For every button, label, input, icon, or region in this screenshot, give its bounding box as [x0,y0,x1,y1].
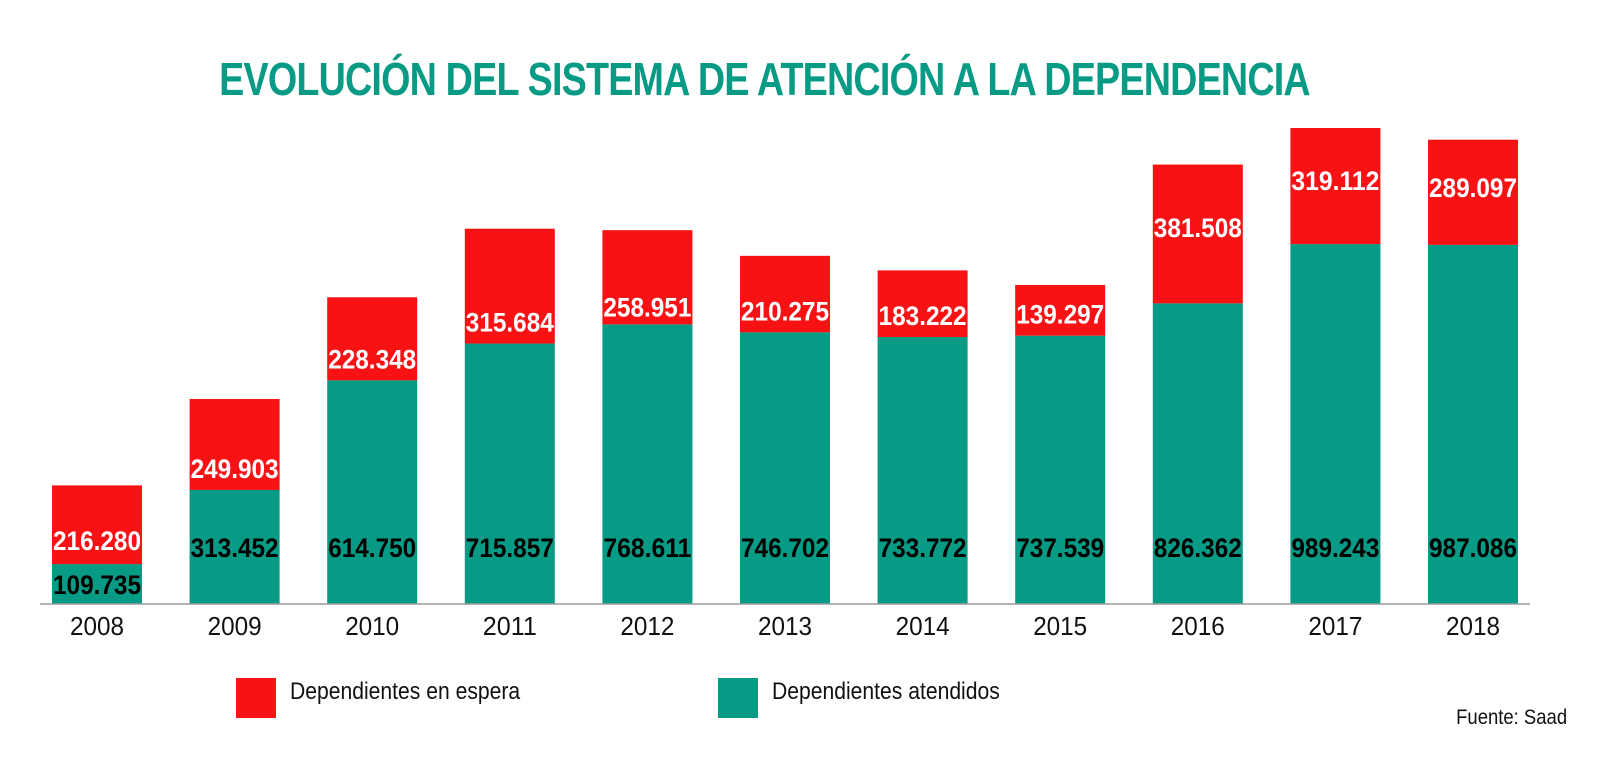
bar-en-espera-2016 [1152,164,1243,304]
label-atendidos-2015: 737.539 [1016,533,1104,563]
legend-label-atendidos: Dependientes atendidos [772,678,1000,705]
bar-atendidos-2011 [464,343,555,604]
bar-en-espera-2010 [327,297,418,381]
x-tick-2014: 2014 [896,611,950,641]
x-tick-2009: 2009 [208,611,262,641]
bar-en-espera-2015 [1015,284,1106,336]
label-atendidos-2016: 826.362 [1154,533,1242,563]
bar-en-espera-2011 [464,228,555,344]
label-en-espera-2013: 210.275 [741,296,829,326]
bar-en-espera-2013 [740,255,830,333]
label-en-espera-2017: 319.112 [1291,166,1379,196]
bar-atendidos-2012 [602,324,693,604]
label-atendidos-2009: 313.452 [191,533,279,563]
x-tick-2018: 2018 [1446,611,1500,641]
x-tick-2013: 2013 [758,611,812,641]
label-en-espera-2010: 228.348 [328,344,416,374]
bar-en-espera-2012 [602,230,693,325]
x-tick-2008: 2008 [70,611,124,641]
label-atendidos-2011: 715.857 [466,533,554,563]
x-tick-2015: 2015 [1033,611,1087,641]
label-en-espera-2014: 183.222 [879,301,967,331]
bar-atendidos-2016 [1152,303,1243,604]
bar-en-espera-2008 [52,485,142,565]
label-atendidos-2012: 768.611 [603,533,691,563]
bar-atendidos-2010 [327,380,418,604]
label-atendidos-2013: 746.702 [741,533,829,563]
legend-label-en-espera: Dependientes en espera [290,678,521,705]
bar-atendidos-2013 [740,332,830,604]
legend-swatch-atendidos [718,678,758,718]
x-tick-2012: 2012 [620,611,674,641]
x-tick-labels: 2008 2009 2010 2011 2012 2013 2014 2015 2016 2017… [70,611,1500,641]
x-tick-2011: 2011 [483,611,537,641]
bar-en-espera-2017 [1290,128,1381,245]
chart-title: EVOLUCIÓN DEL SISTEMA DE ATENCIÓN A LA D… [219,53,1310,105]
legend-item-en-espera: Dependientes en espera [236,678,552,718]
label-en-espera-2012: 258.951 [603,292,691,322]
bar-atendidos-2015 [1015,335,1106,604]
label-en-espera-2011: 315.684 [466,308,554,338]
bar-en-espera-2014 [877,270,968,338]
x-tick-2016: 2016 [1171,611,1225,641]
label-atendidos-2014: 733.772 [879,533,967,563]
label-en-espera-2015: 139.297 [1016,300,1104,330]
legend-swatch-en-espera [236,678,276,718]
bar-atendidos-2008 [52,564,142,604]
legend-item-atendidos: Dependientes atendidos [718,678,1031,718]
label-atendidos-2017: 989.243 [1291,533,1379,563]
label-en-espera-2018: 289.097 [1429,173,1517,203]
source-note: Fuente: Saad [1456,706,1567,729]
x-tick-2017: 2017 [1308,611,1362,641]
bar-atendidos-2014 [877,337,968,604]
bar-en-espera-2018 [1428,139,1518,245]
bar-atendidos-2009 [189,489,280,604]
bar-atendidos-2017 [1290,244,1381,604]
label-atendidos-2010: 614.750 [328,533,416,563]
label-en-espera-2016: 381.508 [1154,213,1242,243]
label-en-espera-2009: 249.903 [191,454,279,484]
bar-en-espera-2009 [189,399,280,490]
label-atendidos-2018: 987.086 [1429,533,1517,563]
bar-atendidos-2018 [1428,244,1518,604]
label-en-espera-2008: 216.280 [53,526,141,556]
bars-group: 109.735 216.280 313.452 249.903 614.750 228.3… [52,128,1518,604]
x-tick-2010: 2010 [345,611,399,641]
label-atendidos-2008: 109.735 [53,570,141,600]
